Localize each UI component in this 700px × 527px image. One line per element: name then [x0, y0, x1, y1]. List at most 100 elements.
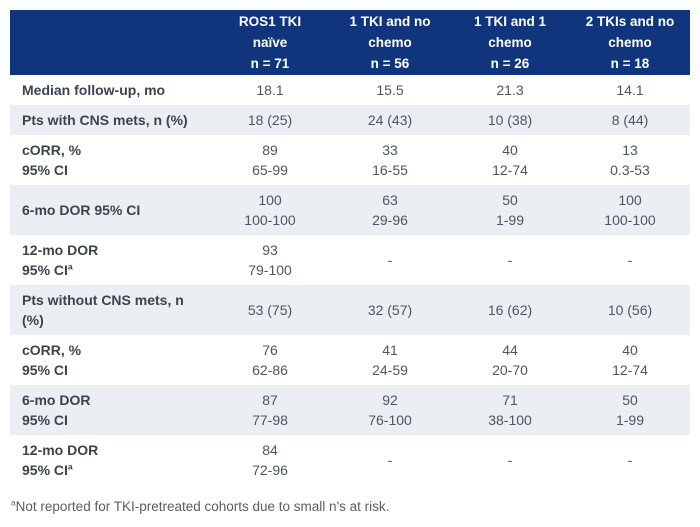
cell-value-line: 44: [502, 342, 518, 358]
table-row: 12-mo DOR 95% CIa 84 72-96 - - -: [10, 435, 690, 485]
cell-value-line: -: [627, 252, 633, 268]
cell-value: 33 16-55: [330, 135, 450, 185]
table-header: ROS1 TKI naïve n = 71 1 TKI and no chemo n = …: [10, 10, 690, 75]
column-header: 1 TKI and 1 chemo n = 26: [450, 10, 570, 75]
cell-value-line: 93: [262, 242, 278, 258]
cell-value: -: [570, 435, 690, 485]
cell-value: 44 20-70: [450, 335, 570, 385]
cell-value: 53 (75): [210, 285, 330, 335]
cell-value-line: 20-70: [492, 362, 528, 378]
cell-value-line: 18 (25): [247, 112, 293, 128]
table-row: Pts without CNS mets, n (%) 53 (75) 32 (57…: [10, 285, 690, 335]
table-row: cORR, % 95% CI 89 65-99 33 16-55 40 12-74 13 0.3-…: [10, 135, 690, 185]
cell-value-line: 32 (57): [367, 302, 413, 318]
column-header-line: chemo: [608, 35, 652, 50]
cell-value-line: 92: [382, 392, 398, 408]
cell-value-line: 29-96: [372, 212, 408, 228]
cell-value-line: -: [387, 452, 393, 468]
cell-value: 13 0.3-53: [570, 135, 690, 185]
row-label-line: Pts without CNS mets, n (%): [22, 292, 184, 328]
column-header-line: 2 TKIs and no: [585, 14, 675, 29]
row-label: 6-mo DOR 95% CI: [10, 185, 210, 235]
row-label: Pts with CNS mets, n (%): [10, 105, 210, 135]
results-table: ROS1 TKI naïve n = 71 1 TKI and no chemo n = …: [10, 10, 690, 485]
cell-value: 15.5: [330, 75, 450, 105]
row-label-line: 6-mo DOR 95% CI: [22, 202, 141, 218]
cell-value-line: 40: [622, 342, 638, 358]
column-header-line: n = 71: [250, 56, 290, 71]
row-label-line: Median follow-up, mo: [22, 82, 166, 98]
row-label-line: Pts with CNS mets, n (%): [22, 112, 188, 128]
cell-value-line: 16 (62): [487, 302, 533, 318]
cell-value-line: 72-96: [252, 462, 288, 478]
column-header: 1 TKI and no chemo n = 56: [330, 10, 450, 75]
cell-value: -: [450, 235, 570, 285]
cell-value-line: 50: [502, 192, 518, 208]
cell-value: 84 72-96: [210, 435, 330, 485]
cell-value: -: [330, 235, 450, 285]
cell-value: 18.1: [210, 75, 330, 105]
cell-value: 18 (25): [210, 105, 330, 135]
cell-value-line: 79-100: [248, 262, 292, 278]
cell-value: -: [330, 435, 450, 485]
row-label-line: 12-mo DOR: [22, 242, 99, 258]
row-label-line: 95% CI: [22, 412, 68, 428]
cell-value: 24 (43): [330, 105, 450, 135]
cell-value-line: 10 (38): [487, 112, 533, 128]
column-header-line: naïve: [252, 35, 288, 50]
cell-value: 100 100-100: [570, 185, 690, 235]
cell-value-line: 1-99: [615, 412, 645, 428]
row-label: Pts without CNS mets, n (%): [10, 285, 210, 335]
cell-value-line: 100-100: [244, 212, 296, 228]
row-label-line: 12-mo DOR: [22, 442, 99, 458]
row-label-line: 6-mo DOR: [22, 392, 91, 408]
cell-value-line: -: [627, 452, 633, 468]
cell-value-line: 8 (44): [611, 112, 649, 128]
cell-value-line: -: [507, 452, 513, 468]
row-label-line: cORR, %: [22, 342, 82, 358]
row-label: cORR, % 95% CI: [10, 135, 210, 185]
cell-value: 76 62-86: [210, 335, 330, 385]
cell-value-line: 77-98: [252, 412, 288, 428]
cell-value-line: 71: [502, 392, 518, 408]
cell-value: 14.1: [570, 75, 690, 105]
footnote: aNot reported for TKI-pretreated cohorts…: [11, 498, 690, 516]
row-label: 12-mo DOR 95% CIa: [10, 435, 210, 485]
cell-value-line: 100: [258, 192, 282, 208]
row-label-line: 95% CIa: [22, 261, 73, 278]
cell-value-line: 24 (43): [367, 112, 413, 128]
cell-value-line: 53 (75): [247, 302, 293, 318]
table-row: cORR, % 95% CI 76 62-86 41 24-59 44 20-70 40 12-7…: [10, 335, 690, 385]
cell-value-line: 10 (56): [607, 302, 653, 318]
cell-value: 63 29-96: [330, 185, 450, 235]
cell-value-line: 62-86: [252, 362, 288, 378]
footnote-text: Not reported for TKI-pretreated cohorts …: [15, 499, 390, 514]
column-header-line: ROS1 TKI: [238, 14, 302, 29]
cell-value: 10 (38): [450, 105, 570, 135]
cell-value-line: 87: [262, 392, 278, 408]
cell-value: 50 1-99: [450, 185, 570, 235]
row-label-line: 95% CI: [22, 162, 68, 178]
cell-value-line: 0.3-53: [610, 162, 650, 178]
cell-value-line: 14.1: [616, 82, 644, 98]
cell-value: 93 79-100: [210, 235, 330, 285]
table-row: 6-mo DOR 95% CI 87 77-98 92 76-100 71 38-100 50 1…: [10, 385, 690, 435]
corner-cell: [10, 10, 210, 75]
cell-value-line: 84: [262, 442, 278, 458]
cell-value-line: 24-59: [372, 362, 408, 378]
cell-value: 89 65-99: [210, 135, 330, 185]
column-header: ROS1 TKI naïve n = 71: [210, 10, 330, 75]
row-label: 12-mo DOR 95% CIa: [10, 235, 210, 285]
cell-value-line: 76: [262, 342, 278, 358]
table-row: 6-mo DOR 95% CI 100 100-100 63 29-96 50 1-99 10…: [10, 185, 690, 235]
cell-value: -: [570, 235, 690, 285]
cell-value: 71 38-100: [450, 385, 570, 435]
cell-value-line: -: [387, 252, 393, 268]
label-superscript: a: [67, 261, 73, 272]
cell-value: 21.3: [450, 75, 570, 105]
column-header: 2 TKIs and no chemo n = 18: [570, 10, 690, 75]
cell-value: 40 12-74: [570, 335, 690, 385]
table-header-row: ROS1 TKI naïve n = 71 1 TKI and no chemo n = …: [10, 10, 690, 75]
cell-value-line: 12-74: [492, 162, 528, 178]
